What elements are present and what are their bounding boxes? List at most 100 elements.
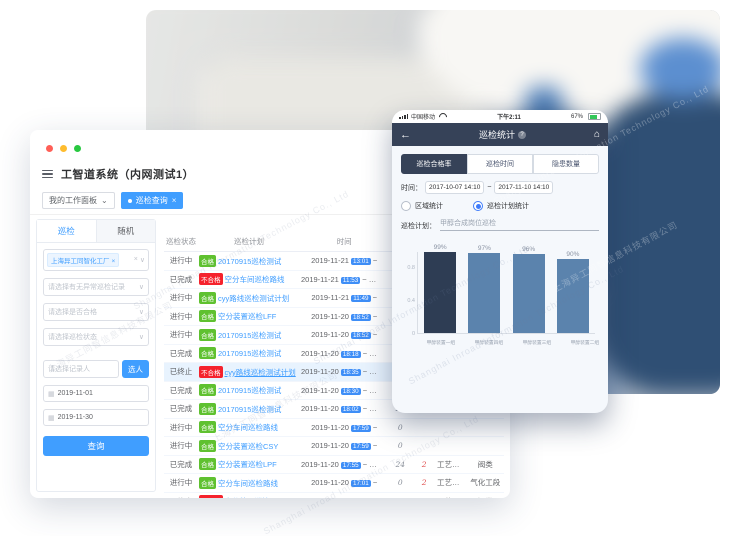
result-badge: 不合格 bbox=[199, 365, 223, 378]
bar[interactable] bbox=[424, 251, 457, 333]
bar-value-label: 96% bbox=[522, 246, 536, 254]
cell-time: 2019-11-20 18:02 ~ 18:04 bbox=[300, 399, 389, 419]
photo-worker1-helmet bbox=[640, 38, 720, 100]
table-row[interactable]: 已完成 合格 空分装置巡检LPF 2019-11-20 17:55 ~ 17:56 24… bbox=[164, 455, 504, 474]
chevron-down-icon[interactable]: ⌄ bbox=[101, 196, 108, 205]
phone-page-title: 巡检统计 ? bbox=[411, 128, 594, 141]
help-icon[interactable]: ? bbox=[517, 130, 526, 139]
chevron-down-icon: ∨ bbox=[138, 284, 144, 291]
battery-percent: 67% bbox=[570, 113, 583, 120]
result-badge: 合格 bbox=[199, 421, 216, 434]
cell-status: 已完成 bbox=[164, 344, 198, 363]
close-icon[interactable]: × bbox=[171, 196, 177, 205]
window-titlebar bbox=[30, 130, 510, 158]
filter-select-0[interactable]: 请选择有无异常巡检记录 ∨ bbox=[43, 278, 149, 296]
radio-label: 巡检计划统计 bbox=[487, 203, 529, 210]
end-time-badge: 11:58 bbox=[368, 276, 389, 284]
result-badge: 不合格 bbox=[199, 495, 223, 498]
plan-link[interactable]: 20170915巡检测试 bbox=[218, 349, 282, 359]
org-select[interactable]: 上海异工同智化工厂 × × ∨ bbox=[43, 249, 149, 271]
result-badge: 合格 bbox=[199, 254, 216, 267]
plan-input[interactable]: 甲醇合成岗位巡检 bbox=[440, 218, 599, 231]
plan-link[interactable]: 20170915巡检测试 bbox=[218, 256, 282, 266]
chevron-down-icon: ∨ bbox=[138, 334, 144, 341]
segment-隐患数量[interactable]: 隐患数量 bbox=[533, 154, 599, 174]
bar[interactable] bbox=[556, 259, 589, 333]
date-from-input[interactable]: ▦ 2019-11-01 bbox=[43, 385, 149, 402]
cell-status: 进行中 bbox=[164, 473, 198, 493]
recorder-select[interactable]: 请选择记录人 bbox=[43, 360, 119, 378]
tab-chip[interactable]: 巡检查询 × bbox=[120, 192, 184, 209]
date-text: 2019-11-20 bbox=[311, 441, 352, 451]
plan-link[interactable]: cyy路线巡检测试计划 bbox=[224, 367, 296, 377]
tab-chip[interactable]: 我的工作面板 ⌄ bbox=[42, 192, 115, 209]
radio-巡检计划统计[interactable]: 巡检计划统计 bbox=[473, 201, 529, 211]
time-label: 时间： bbox=[401, 184, 422, 192]
start-time-badge: 18:52 bbox=[351, 332, 371, 340]
active-dot-icon bbox=[127, 198, 132, 203]
cell-status: 已终止 bbox=[164, 492, 198, 498]
end-time-badge: 17:56 bbox=[369, 461, 389, 469]
pick-person-button[interactable]: 选人 bbox=[122, 360, 149, 378]
time-separator: ~ bbox=[370, 311, 378, 321]
table-row[interactable]: 进行中 合格 空分车间巡检路线 2019-11-20 17:01 ~ 0 2 工艺巡检 气化… bbox=[164, 473, 504, 493]
home-icon[interactable]: ⌂ bbox=[593, 129, 600, 140]
plan-link[interactable]: 空分车间巡检路线 bbox=[218, 423, 278, 433]
cell-time: 2019-11-20 17:59 ~ bbox=[300, 418, 389, 437]
cell-plan: 合格 空分装置巡检CSY bbox=[198, 436, 300, 456]
chart-plot-area: 99% 97% 96% 90% bbox=[417, 244, 595, 334]
traffic-light-dot bbox=[74, 144, 81, 152]
cell-plan: 合格 20170915巡检测试 bbox=[198, 399, 300, 419]
result-badge: 合格 bbox=[199, 476, 216, 489]
cell-time: 2019-11-20 18:30 ~ 18:31 bbox=[300, 381, 389, 400]
segment-巡检时间[interactable]: 巡检时间 bbox=[467, 154, 533, 174]
plan-link[interactable]: 20170915巡检测试 bbox=[218, 386, 282, 396]
result-badge: 合格 bbox=[199, 347, 216, 360]
cell-segment: 气化工段 bbox=[466, 473, 504, 493]
cell-plan: 合格 空分装置巡检LPF bbox=[198, 455, 300, 474]
date-text: 2019-11-20 bbox=[301, 404, 341, 414]
plan-link[interactable]: 空分装置巡检LFF bbox=[218, 312, 277, 322]
menu-icon[interactable] bbox=[42, 169, 53, 179]
time-from-input[interactable]: 2017-10-07 14:10 bbox=[425, 181, 485, 194]
cell-abnormal: 2 bbox=[412, 473, 436, 493]
filter-select-2[interactable]: 请选择巡检状态 ∨ bbox=[43, 328, 149, 346]
plan-link[interactable]: 空分车间巡检路线 bbox=[224, 275, 285, 285]
date-text: 2019-11-20 bbox=[311, 311, 352, 321]
phone-status-bar: 中国移动 下午2:11 67% bbox=[392, 110, 608, 123]
plan-link[interactable]: 空分车间巡检路线 bbox=[218, 478, 278, 488]
result-badge: 合格 bbox=[199, 328, 216, 341]
cell-segment bbox=[466, 436, 504, 456]
time-to-input[interactable]: 2017-11-10 14:10 bbox=[494, 181, 554, 194]
table-row[interactable]: 进行中 合格 空分装置巡检CSY 2019-11-20 17:59 ~ 0 bbox=[164, 436, 504, 456]
x-tick-label: 甲醇装置三组 bbox=[522, 340, 552, 346]
clear-icon[interactable]: × bbox=[133, 256, 138, 263]
battery-icon bbox=[588, 113, 601, 120]
plan-link[interactable]: 20170915巡检测试 bbox=[218, 404, 282, 414]
segmented-control: 巡检合格率 巡检时间 隐患数量 bbox=[401, 154, 599, 174]
search-button[interactable]: 查询 bbox=[43, 436, 149, 456]
sidebar-tab-随机[interactable]: 随机 bbox=[95, 220, 155, 242]
table-row[interactable]: 进行中 合格 空分车间巡检路线 2019-11-20 17:59 ~ 0 bbox=[164, 418, 504, 437]
plan-link[interactable]: 空分装置巡检LPF bbox=[218, 460, 277, 470]
plan-link[interactable]: 20170915巡检测试 bbox=[218, 330, 282, 340]
date-text: 2019-11-20 bbox=[311, 422, 352, 432]
back-icon[interactable]: ← bbox=[400, 128, 411, 141]
cell-status: 进行中 bbox=[164, 418, 198, 437]
table-row[interactable]: 已终止不合格空分装置巡检LPF2019-11-20 17:01 ~ 17:042… bbox=[164, 492, 504, 498]
segment-巡检合格率[interactable]: 巡检合格率 bbox=[401, 154, 467, 174]
tag-close-icon[interactable]: × bbox=[111, 258, 116, 265]
plan-link[interactable]: 空分装置巡检CSY bbox=[218, 441, 279, 451]
sidebar-tab-巡检[interactable]: 巡检 bbox=[37, 220, 96, 242]
time-separator: ~ bbox=[360, 367, 370, 377]
radio-区域统计[interactable]: 区域统计 bbox=[401, 201, 443, 211]
traffic-light-dot bbox=[60, 144, 67, 152]
cell-time: 2019-11-20 18:52 ~ bbox=[300, 307, 389, 326]
date-to-input[interactable]: ▦ 2019-11-30 bbox=[43, 409, 149, 426]
filter-select-1[interactable]: 请选择是否合格 ∨ bbox=[43, 303, 149, 321]
time-separator: ~ bbox=[361, 497, 377, 498]
plan-link[interactable]: 空分装置巡检LPF bbox=[225, 497, 284, 498]
bar[interactable] bbox=[468, 253, 501, 333]
bar[interactable] bbox=[512, 254, 545, 333]
plan-link[interactable]: cyy路线巡检测试计划 bbox=[218, 293, 290, 303]
